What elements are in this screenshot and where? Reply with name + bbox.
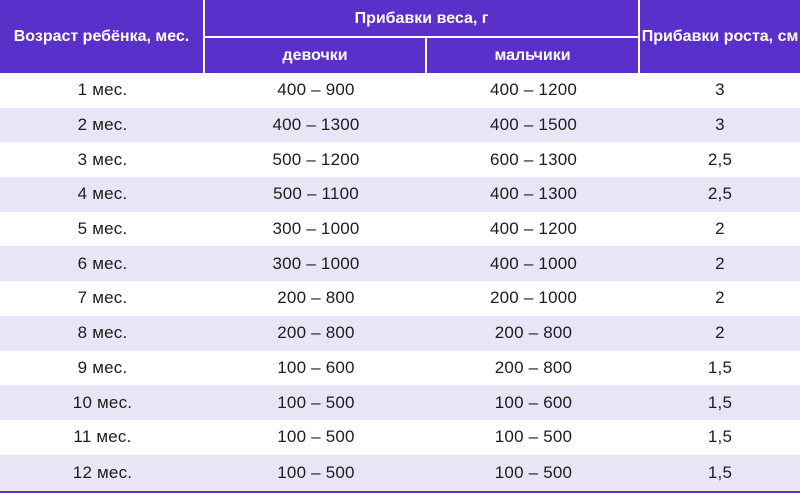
table-row: 3 мес. 500 – 1200 600 – 1300 2,5 [0,142,800,177]
cell-boys: 400 – 1200 [489,219,578,239]
cell-age: 11 мес. [73,427,132,447]
cell-boys: 400 – 1300 [489,184,578,204]
cell-girls: 200 – 800 [277,323,355,343]
table-body: 1 мес. 400 – 900 400 – 1200 3 2 мес. 400… [0,73,800,491]
cell-height: 1,5 [707,392,733,412]
cell-boys: 200 – 800 [494,323,573,343]
table-row: 9 мес. 100 – 600 200 – 800 1,5 [0,351,800,386]
header-age: Возраст ребёнка, мес. [0,0,205,73]
cell-age: 1 мес. [77,80,128,100]
cell-girls: 500 – 1200 [272,149,360,169]
cell-height: 1,5 [707,427,733,447]
cell-boys: 600 – 1300 [489,149,578,169]
cell-age: 6 мес. [77,253,128,273]
cell-girls: 100 – 500 [277,462,355,482]
cell-boys: 100 – 500 [494,462,573,482]
cell-girls: 100 – 500 [277,392,355,412]
cell-girls: 100 – 600 [277,357,355,377]
cell-boys: 100 – 600 [494,392,573,412]
cell-height: 1,5 [707,462,733,482]
cell-boys: 100 – 500 [494,427,573,447]
cell-height: 2 [715,253,725,273]
cell-girls: 500 – 1100 [273,184,359,204]
table-row: 4 мес. 500 – 1100 400 – 1300 2,5 [0,177,800,212]
cell-age: 2 мес. [77,115,128,135]
cell-height: 1,5 [707,357,733,377]
cell-age: 5 мес. [77,219,128,239]
cell-height: 2,5 [707,184,733,204]
cell-boys: 200 – 800 [494,357,573,377]
cell-age: 9 мес. [77,357,128,377]
cell-girls: 300 – 1000 [272,219,360,239]
table-row: 8 мес. 200 – 800 200 – 800 2 [0,315,800,351]
cell-height: 3 [715,115,725,135]
cell-girls: 400 – 900 [277,80,355,100]
cell-girls: 200 – 800 [277,288,355,308]
cell-girls: 300 – 1000 [272,253,360,273]
cell-boys: 400 – 1200 [489,80,578,100]
header-weight-gain: Прибавки веса, г [205,0,640,38]
cell-age: 3 мес. [77,149,128,169]
table-row: 10 мес. 100 – 500 100 – 600 1,5 [0,385,800,420]
cell-height: 3 [715,80,725,100]
table-row: 1 мес. 400 – 900 400 – 1200 3 [0,73,800,108]
header-boys: мальчики [427,38,640,73]
cell-age: 12 мес. [72,462,133,482]
cell-boys: 400 – 1500 [489,115,578,135]
table-row: 6 мес. 300 – 1000 400 – 1000 2 [0,246,800,282]
cell-age: 4 мес. [77,184,128,204]
header-girls: девочки [205,38,427,73]
cell-age: 8 мес. [77,323,128,343]
cell-boys: 400 – 1000 [489,253,578,273]
table-row: 5 мес. 300 – 1000 400 – 1200 2 [0,212,800,247]
cell-age: 7 мес. [77,288,128,308]
cell-girls: 400 – 1300 [272,115,360,135]
cell-height: 2 [715,288,725,308]
table-row: 2 мес. 400 – 1300 400 – 1500 3 [0,107,800,143]
cell-height: 2 [715,323,725,343]
cell-girls: 100 – 500 [277,427,355,447]
table-header: Возраст ребёнка, мес. Прибавки веса, г д… [0,0,800,73]
cell-boys: 200 – 1000 [489,288,578,308]
table-bottom-border [0,491,800,493]
table-row: 11 мес. 100 – 500 100 – 500 1,5 [0,420,800,455]
cell-height: 2 [715,219,725,239]
table-row: 12 мес. 100 – 500 100 – 500 1,5 [0,454,800,491]
table-row: 7 мес. 200 – 800 200 – 1000 2 [0,281,800,316]
cell-age: 10 мес. [72,392,133,412]
header-height-gain: Прибавки роста, см [641,28,799,45]
cell-height: 2,5 [707,149,733,169]
